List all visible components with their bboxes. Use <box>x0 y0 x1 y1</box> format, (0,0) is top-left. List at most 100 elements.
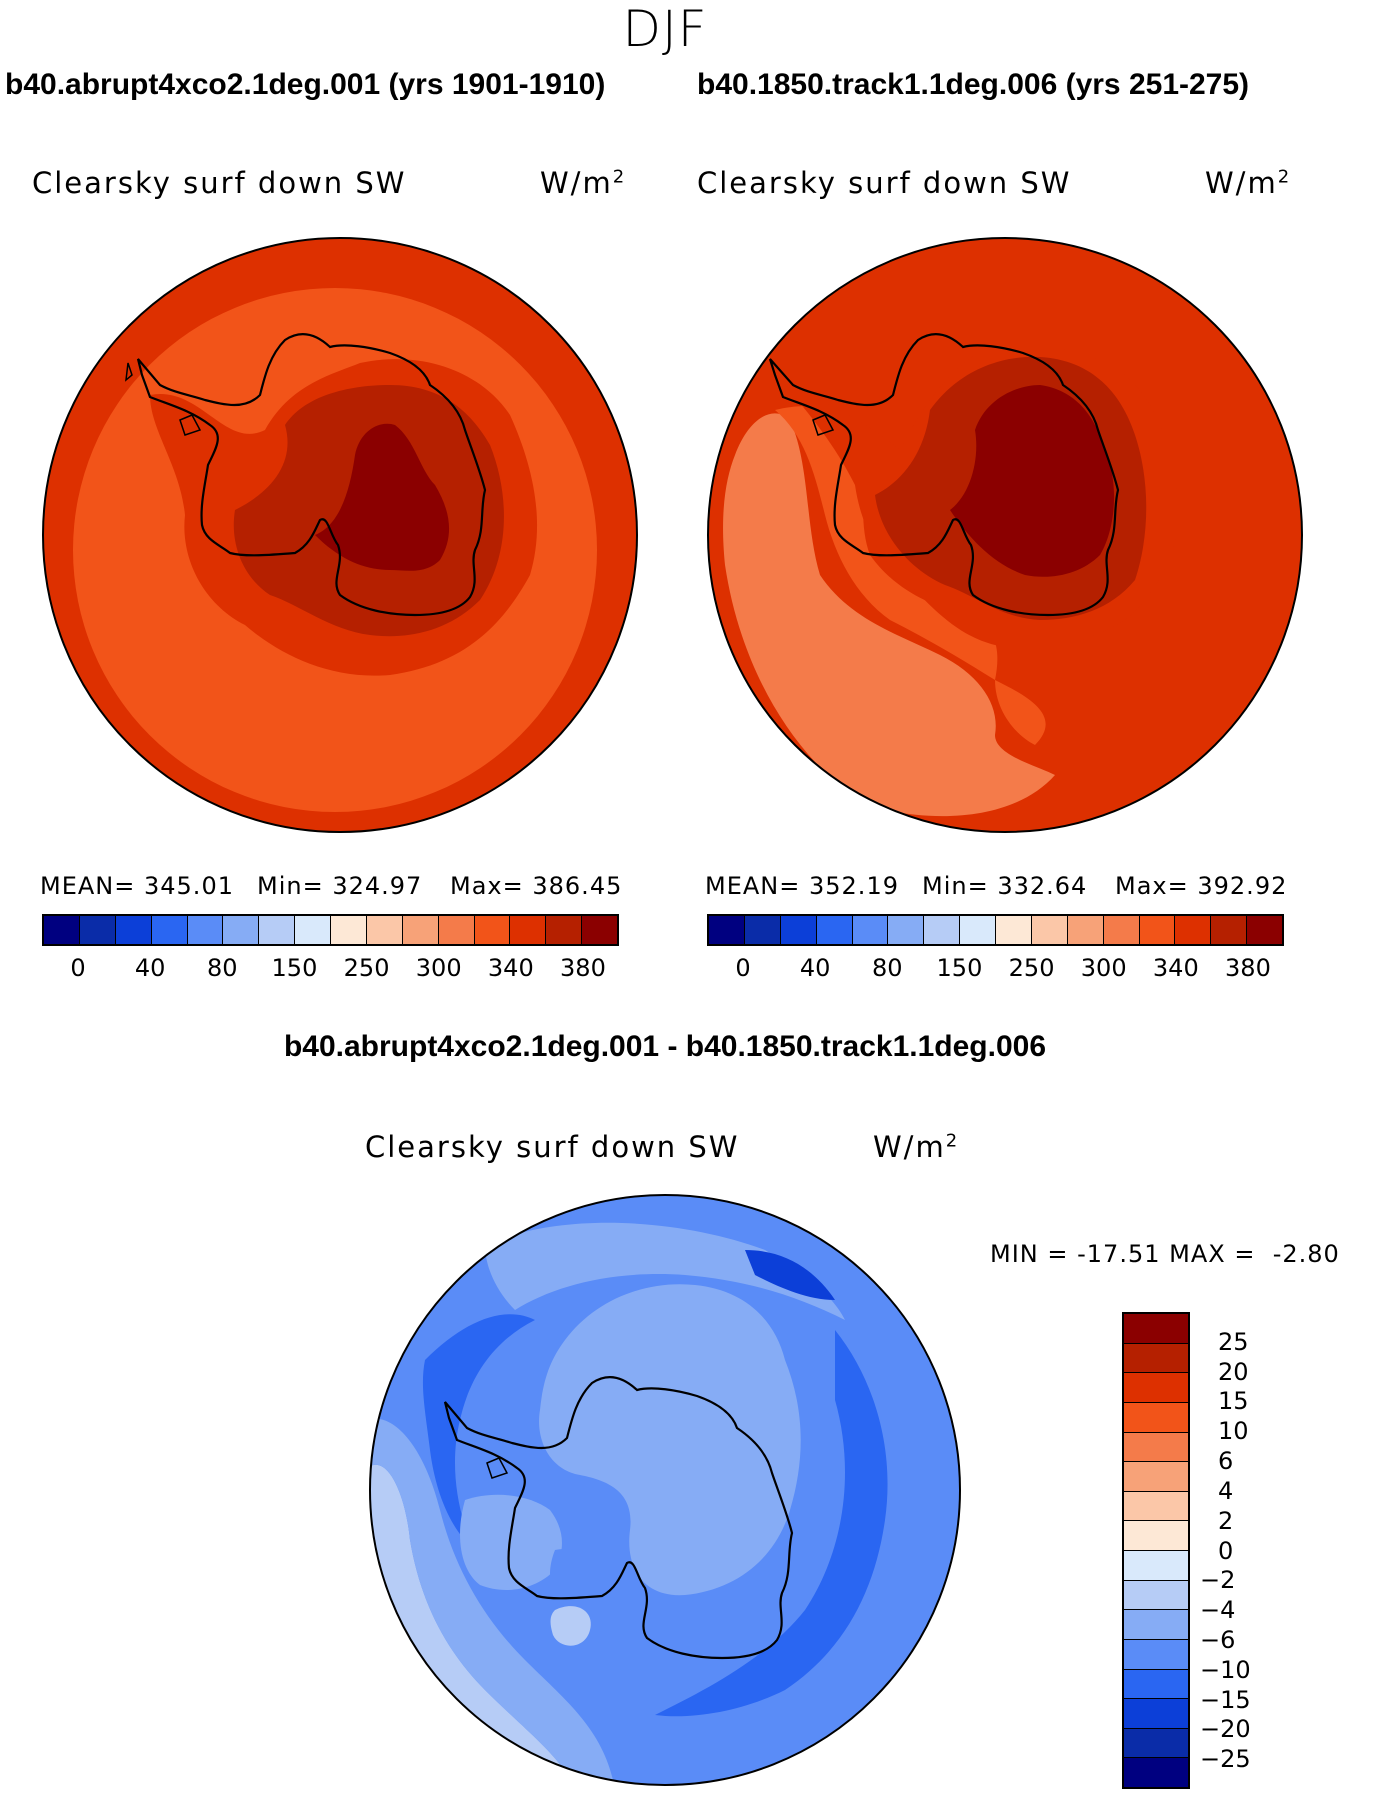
panel-left-max: Max= 386.45 <box>450 872 623 900</box>
difference-colorbar <box>1122 1312 1190 1789</box>
panel-right-mean: MEAN= 352.19 <box>705 872 899 900</box>
colorbar-swatch <box>1175 916 1212 944</box>
colorbar-swatch <box>1124 1343 1188 1374</box>
colorbar-tick-label: 380 <box>560 954 606 982</box>
colorbar-swatch <box>1124 1758 1188 1787</box>
colorbar-swatch <box>1124 1699 1188 1729</box>
colorbar-swatch <box>1124 1610 1188 1640</box>
diff-west-medium <box>370 1418 615 1785</box>
colorbar-tick-label: 15 <box>1218 1387 1249 1416</box>
colorbar-tick-label: −4 <box>1200 1596 1236 1625</box>
colorbar-swatch <box>115 916 152 944</box>
colorbar-swatch <box>1139 916 1176 944</box>
colorbar-swatch <box>1124 1521 1188 1551</box>
colorbar-swatch <box>1124 1669 1188 1700</box>
panel-right-max: Max= 392.92 <box>1115 872 1288 900</box>
colorbar-tick-label: 40 <box>134 954 166 982</box>
colorbar-swatch <box>1124 1491 1188 1522</box>
colorbar-tick-label: 25 <box>1218 1327 1249 1356</box>
panel-right-colorbar-ticks: 0 40 80 150 250 300 340 380 <box>707 954 1284 984</box>
colorbar-swatch <box>474 916 511 944</box>
colorbar-swatch <box>924 916 961 944</box>
panel-left-case-title: b40.abrupt4xco2.1deg.001 (yrs 1901-1910) <box>5 68 606 101</box>
colorbar-tick-label: 10 <box>1218 1417 1249 1446</box>
colorbar-swatch <box>996 916 1032 944</box>
diff-continent-east <box>539 1284 801 1596</box>
panel-right-colorbar <box>707 914 1284 946</box>
colorbar-swatch <box>780 916 817 944</box>
colorbar-swatch <box>1124 1462 1188 1492</box>
colorbar-tick-label: −2 <box>1200 1566 1236 1595</box>
map-antarctica-coastline <box>136 333 487 617</box>
difference-variable: Clearsky surf down SW <box>365 1130 740 1164</box>
colorbar-tick-label: −15 <box>1200 1685 1251 1714</box>
panel-left-min: Min= 324.97 <box>257 872 423 900</box>
colorbar-swatch <box>1124 1373 1188 1403</box>
panel-left-colorbar-ticks: 0 40 80 150 250 300 340 380 <box>42 954 619 984</box>
map-antarctica-coastline <box>768 333 1120 617</box>
diff-pocket <box>550 1606 591 1646</box>
colorbar-swatch <box>223 916 260 944</box>
colorbar-swatch <box>438 916 475 944</box>
colorbar-swatch <box>1124 1432 1188 1463</box>
diff-ross-sea-low <box>550 1548 606 1603</box>
map-plateau-max <box>950 385 1115 577</box>
diff-continent-west <box>460 1494 562 1590</box>
colorbar-tick-label: −6 <box>1200 1625 1236 1654</box>
colorbar-swatch <box>1247 916 1282 944</box>
colorbar-swatch <box>1211 916 1248 944</box>
colorbar-tick-label: 80 <box>207 954 238 982</box>
colorbar-swatch <box>852 916 889 944</box>
colorbar-tick-label: 300 <box>415 954 462 982</box>
colorbar-swatch <box>79 916 116 944</box>
colorbar-tick-label: −20 <box>1200 1715 1251 1744</box>
colorbar-tick-label: 340 <box>487 954 534 982</box>
colorbar-swatch <box>1124 1639 1188 1670</box>
colorbar-swatch <box>151 916 188 944</box>
diff-antarctica-coastline <box>443 1376 794 1660</box>
colorbar-swatch <box>366 916 403 944</box>
colorbar-tick-label: 0 <box>1218 1536 1234 1565</box>
colorbar-tick-label: 0 <box>70 954 86 982</box>
colorbar-swatch <box>1124 1402 1188 1433</box>
colorbar-swatch <box>709 916 745 944</box>
colorbar-swatch <box>744 916 781 944</box>
panel-right-case-title: b40.1850.track1.1deg.006 (yrs 251-275) <box>697 68 1250 101</box>
season-title: DJF <box>622 0 708 58</box>
panel-left-variable: Clearsky surf down SW <box>32 166 407 200</box>
difference-units: W/m2 <box>873 1130 960 1164</box>
panel-left-units: W/m2 <box>540 166 627 200</box>
colorbar-tick-label: 150 <box>936 954 983 982</box>
colorbar-swatch <box>510 916 547 944</box>
colorbar-tick-label: −25 <box>1200 1745 1251 1774</box>
diff-northeast-dark <box>745 1250 835 1300</box>
panel-right-variable: Clearsky surf down SW <box>697 166 1072 200</box>
colorbar-swatch <box>888 916 925 944</box>
colorbar-swatch <box>1124 1551 1188 1581</box>
colorbar-swatch <box>546 916 583 944</box>
diff-northwest-dark <box>422 1314 535 1550</box>
colorbar-swatch <box>259 916 296 944</box>
colorbar-swatch <box>816 916 853 944</box>
panel-right-map <box>707 237 1303 833</box>
colorbar-swatch <box>1124 1314 1188 1344</box>
colorbar-swatch <box>582 916 617 944</box>
colorbar-tick-label: 250 <box>1008 954 1055 982</box>
colorbar-tick-label: 0 <box>735 954 751 982</box>
colorbar-tick-label: 80 <box>872 954 903 982</box>
colorbar-swatch <box>1031 916 1068 944</box>
colorbar-swatch <box>1124 1728 1188 1759</box>
colorbar-tick-label: 20 <box>1218 1357 1249 1386</box>
difference-map <box>369 1194 961 1786</box>
colorbar-tick-label: 2 <box>1218 1506 1234 1535</box>
map-ocean-low-region <box>723 413 1055 817</box>
colorbar-tick-label: 6 <box>1218 1447 1234 1476</box>
colorbar-tick-label: 250 <box>343 954 390 982</box>
colorbar-tick-label: 380 <box>1225 954 1271 982</box>
diff-east-ring <box>655 1330 888 1717</box>
map-plateau-max <box>315 423 450 571</box>
panel-right-units: W/m2 <box>1205 166 1292 200</box>
colorbar-tick-label: −10 <box>1200 1655 1251 1684</box>
colorbar-swatch <box>295 916 331 944</box>
panel-left-colorbar <box>42 914 619 946</box>
